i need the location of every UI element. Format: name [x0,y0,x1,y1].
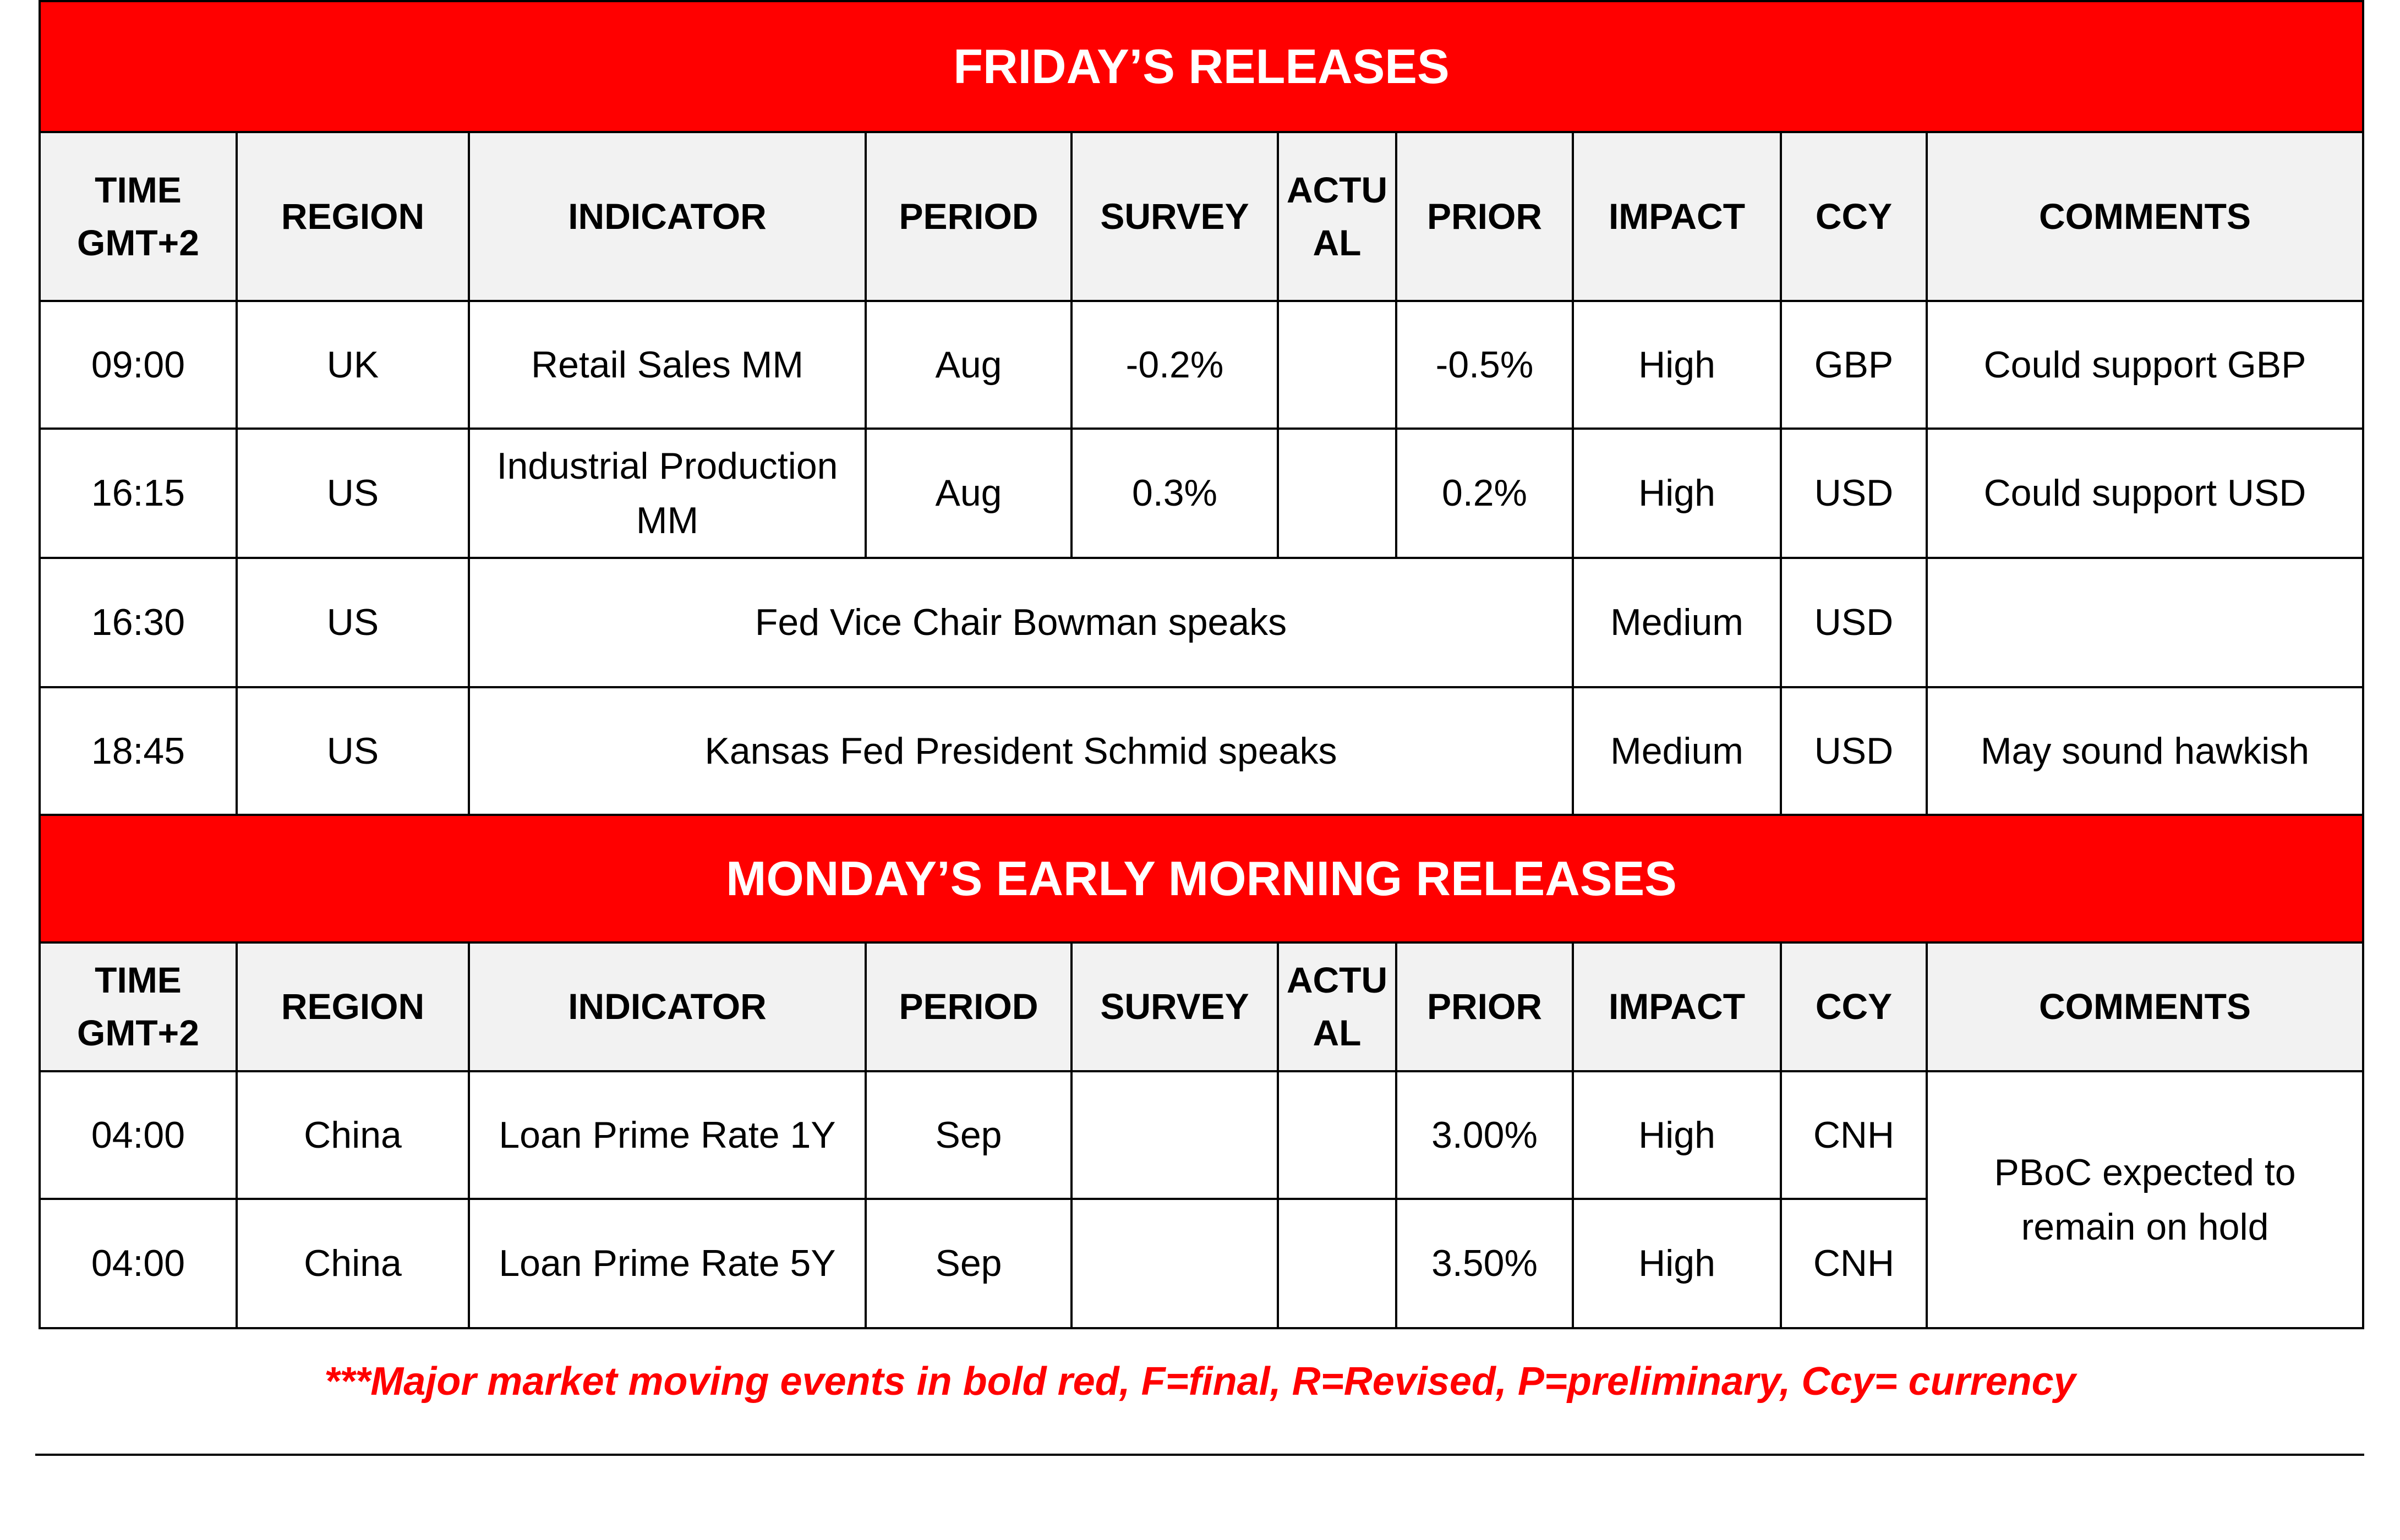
indicator-cell: Loan Prime Rate 5Y [468,1198,867,1329]
survey-cell: 0.3% [1070,428,1279,559]
prior-cell: -0.5% [1395,300,1574,430]
period-cell: Sep [865,1070,1073,1200]
ccy-cell: USD [1780,686,1928,816]
column-header: IMPACT [1572,941,1782,1072]
column-header: IMPACT [1572,131,1782,302]
section-title-row: MONDAY’S EARLY MORNING RELEASES [39,814,2364,944]
ccy-cell: CNH [1780,1070,1928,1200]
comments-cell: May sound hawkish [1926,686,2364,816]
period-cell: Sep [865,1198,1073,1329]
column-header: PERIOD [865,941,1073,1072]
impact-cell: High [1572,428,1782,559]
indicator-cell: Industrial Production MM [468,428,867,559]
column-header: SURVEY [1070,131,1279,302]
column-header: SURVEY [1070,941,1279,1072]
actual-cell [1277,1198,1397,1329]
time-cell: 16:30 [39,557,238,688]
time-cell: 09:00 [39,300,238,430]
impact-cell: High [1572,1198,1782,1329]
comments-cell: PBoC expected to remain on hold [1926,1070,2364,1329]
actual-cell [1277,428,1397,559]
column-header: INDICATOR [468,131,867,302]
survey-cell: -0.2% [1070,300,1279,430]
release-table: FRIDAY’S RELEASES TIME GMT+2 REGION INDICAT… [39,0,2364,1329]
footnote: ***Major market moving events in bold re… [324,1360,2076,1404]
comments-cell [1926,557,2364,688]
actual-cell [1277,300,1397,430]
data-row: 18:45 US Kansas Fed President Schmid speak… [39,686,2364,816]
event-cell: Kansas Fed President Schmid speaks [468,686,1574,816]
indicator-cell: Retail Sales MM [468,300,867,430]
region-cell: UK [236,300,470,430]
column-header: PERIOD [865,131,1073,302]
ccy-cell: CNH [1780,1198,1928,1329]
survey-cell [1070,1198,1279,1329]
comments-cell: Could support USD [1926,428,2364,559]
section-title: FRIDAY’S RELEASES [39,0,2364,133]
actual-cell [1277,1070,1397,1200]
column-header: TIME GMT+2 [39,131,238,302]
column-header: ACTUAL [1277,131,1397,302]
header-row: TIME GMT+2 REGION INDICATOR PERIOD SURVEY ACT… [39,941,2364,1072]
ccy-cell: USD [1780,428,1928,559]
impact-cell: High [1572,300,1782,430]
time-cell: 04:00 [39,1070,238,1200]
time-cell: 16:15 [39,428,238,559]
prior-cell: 0.2% [1395,428,1574,559]
ccy-cell: GBP [1780,300,1928,430]
impact-cell: Medium [1572,686,1782,816]
data-row: 16:15 US Industrial Production MM Aug 0.3% 0.… [39,428,2364,559]
column-header: CCY [1780,131,1928,302]
column-header: COMMENTS [1926,131,2364,302]
column-header: REGION [236,131,470,302]
column-header: CCY [1780,941,1928,1072]
column-header: TIME GMT+2 [39,941,238,1072]
column-header: PRIOR [1395,941,1574,1072]
column-header: INDICATOR [468,941,867,1072]
column-header: PRIOR [1395,131,1574,302]
header-row: TIME GMT+2 REGION INDICATOR PERIOD SURVEY ACT… [39,131,2364,302]
indicator-cell: Loan Prime Rate 1Y [468,1070,867,1200]
ccy-cell: USD [1780,557,1928,688]
impact-cell: Medium [1572,557,1782,688]
comments-cell: Could support GBP [1926,300,2364,430]
section-title: MONDAY’S EARLY MORNING RELEASES [39,814,2364,944]
column-header: REGION [236,941,470,1072]
column-header: ACTUAL [1277,941,1397,1072]
region-cell: US [236,557,470,688]
data-row: 04:00 China Loan Prime Rate 1Y Sep 3.00% High… [39,1070,2364,1329]
period-cell: Aug [865,300,1073,430]
data-row: 04:00 China Loan Prime Rate 5Y Sep 3.50% High… [39,1198,2363,1329]
data-row: 16:30 US Fed Vice Chair Bowman speaks Mediu… [39,557,2364,688]
data-row: 09:00 UK Retail Sales MM Aug -0.2% -0.5% High G… [39,300,2364,430]
time-cell: 18:45 [39,686,238,816]
prior-cell: 3.00% [1395,1070,1574,1200]
prior-cell: 3.50% [1395,1198,1574,1329]
period-cell: Aug [865,428,1073,559]
region-cell: China [236,1198,470,1329]
region-cell: US [236,428,470,559]
divider [35,1454,2364,1456]
event-cell: Fed Vice Chair Bowman speaks [468,557,1574,688]
time-cell: 04:00 [39,1198,238,1329]
region-cell: US [236,686,470,816]
region-cell: China [236,1070,470,1200]
impact-cell: High [1572,1070,1782,1200]
section-title-row: FRIDAY’S RELEASES [39,0,2364,133]
survey-cell [1070,1070,1279,1200]
column-header: COMMENTS [1926,941,2364,1072]
